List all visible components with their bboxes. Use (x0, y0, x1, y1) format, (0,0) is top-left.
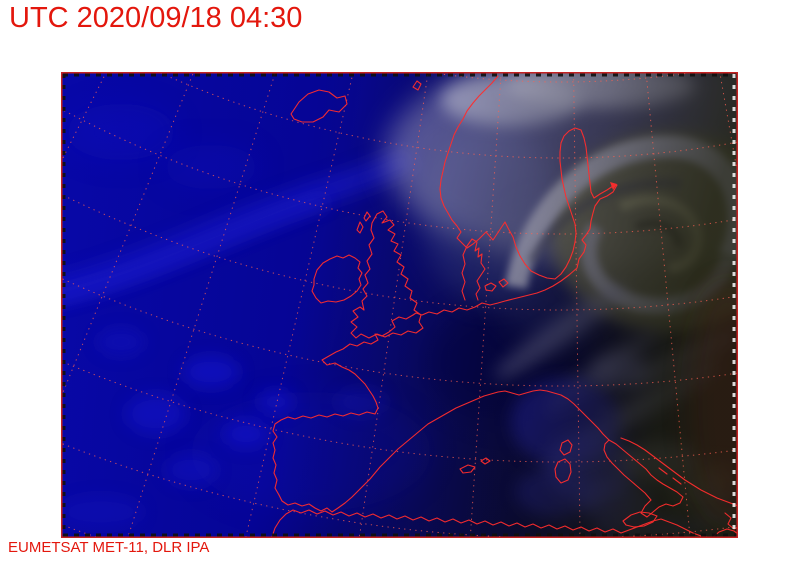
coast-north-africa (271, 509, 708, 538)
city-marker (610, 182, 617, 190)
coast-hebrides (356, 211, 371, 234)
credit-label: EUMETSAT MET-11, DLR IPA (8, 539, 210, 556)
coast-great-britain (350, 210, 424, 339)
cloud-layer (61, 72, 738, 538)
map-border (61, 72, 738, 538)
coast-corsica (559, 439, 573, 456)
coast-dalmatian-isles (658, 467, 682, 485)
satellite-image (61, 72, 738, 538)
coast-italy (603, 439, 684, 518)
coast-norway-sweden-baltic (412, 75, 618, 316)
graticule-overlay (61, 72, 738, 538)
coast-adriatic-balkans (620, 437, 738, 507)
coast-ireland (311, 254, 363, 304)
coast-france-iberia (272, 314, 610, 513)
coastline-overlay (271, 75, 738, 538)
coast-sicily (622, 511, 658, 528)
coast-denmark (461, 238, 486, 301)
timestamp-title: UTC 2020/09/18 04:30 (9, 2, 303, 34)
coast-balearics (459, 457, 491, 474)
coast-sardinia (554, 458, 572, 484)
map-border-ticks (62, 73, 736, 537)
coast-faroes (290, 89, 348, 123)
coast-danish-isles (484, 278, 509, 292)
satellite-map (61, 72, 738, 538)
coast-shetland (412, 80, 422, 91)
